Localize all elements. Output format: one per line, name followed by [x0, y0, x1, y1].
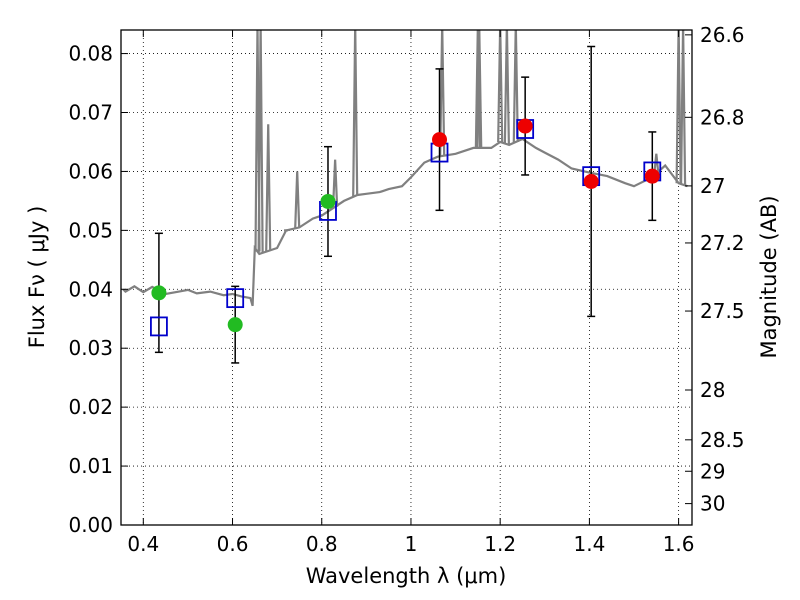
mag-tick-label: 27.2: [700, 231, 745, 255]
y-axis-label: Flux Fν ( μJy ): [25, 206, 49, 349]
y-tick-label: 0.00: [68, 513, 113, 537]
nir-point: [644, 168, 660, 184]
optical-point: [151, 285, 167, 301]
mag-tick-label: 28.5: [700, 428, 745, 452]
y-tick-label: 0.03: [68, 336, 113, 360]
emission-line: [332, 159, 339, 207]
mag-tick-label: 27.5: [700, 299, 745, 323]
y-tick-label: 0.07: [68, 101, 113, 125]
spectrum-line: [122, 137, 688, 307]
x-tick-label: 0.6: [217, 532, 249, 556]
y-tick-label: 0.04: [68, 277, 113, 301]
y-tick-label: 0.06: [68, 159, 113, 183]
emission-line: [474, 30, 481, 148]
y-tick-label: 0.08: [68, 42, 113, 66]
y-right-axis-label: Magnitude (AB): [757, 195, 781, 358]
nir-point: [583, 173, 599, 189]
mag-tick-label: 26.6: [700, 23, 745, 47]
emission-line: [476, 30, 483, 148]
optical-point: [227, 317, 243, 333]
x-tick-label: 1.4: [573, 532, 605, 556]
mag-tick-label: 30: [700, 492, 725, 516]
x-tick-label: 0.4: [127, 532, 159, 556]
emission-line: [294, 171, 301, 228]
emission-line: [512, 30, 519, 142]
emission-line: [265, 124, 272, 251]
y-tick-label: 0.05: [68, 218, 113, 242]
x-tick-label: 1.2: [484, 532, 516, 556]
x-tick-label: 1.6: [663, 532, 695, 556]
emission-line: [497, 30, 504, 142]
emission-line: [675, 30, 682, 184]
emission-line: [439, 30, 446, 156]
y-tick-label: 0.01: [68, 454, 113, 478]
emission-line: [257, 30, 264, 254]
optical-point: [320, 193, 336, 209]
nir-point: [432, 132, 448, 148]
mag-tick-label: 27: [700, 174, 725, 198]
mag-tick-label: 26.8: [700, 105, 745, 129]
mag-tick-label: 29: [700, 459, 725, 483]
x-axis-label: Wavelength λ (μm): [306, 564, 507, 588]
plot-area: [122, 30, 688, 364]
model-point: [226, 288, 245, 309]
x-tick-label: 1: [405, 532, 418, 556]
x-tick-label: 0.8: [306, 532, 338, 556]
plot-frame: [120, 29, 693, 526]
plot-clipped: [122, 30, 688, 364]
grid: [121, 30, 692, 526]
y-tick-label: 0.02: [68, 395, 113, 419]
axes: 0.4 0.6 0.8 1 1.2 1.4 1.6 0.00 0.01 0.02 0.03 0.04 0…: [68, 23, 744, 556]
nir-point: [517, 118, 533, 134]
emission-line: [352, 30, 359, 196]
emission-line: [653, 153, 660, 174]
emission-line: [679, 30, 687, 185]
mag-tick-label: 28: [700, 378, 725, 402]
model-point: [150, 316, 168, 337]
emission-line: [503, 30, 510, 145]
